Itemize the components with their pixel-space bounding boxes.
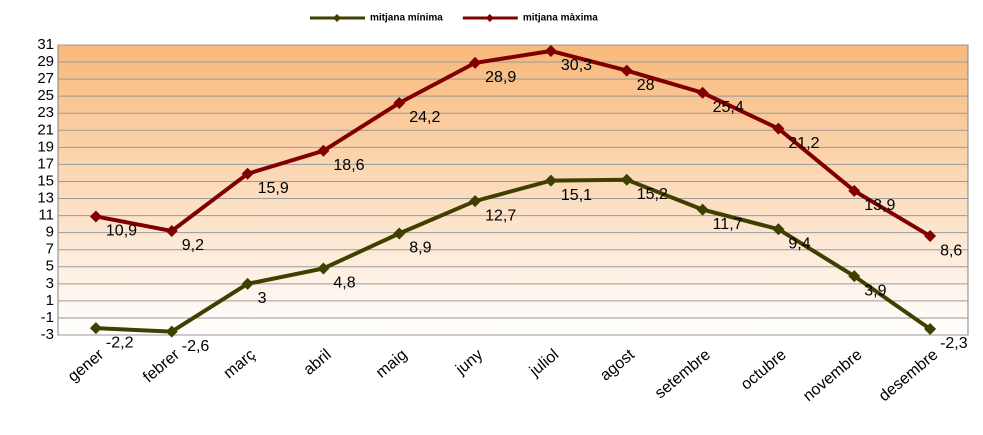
- data-label: 24,2: [409, 109, 440, 126]
- point-marker: [848, 270, 861, 283]
- y-tick-label: 3: [46, 275, 54, 292]
- point-marker: [469, 195, 482, 208]
- point-marker: [924, 323, 937, 336]
- data-label: 3,9: [864, 282, 886, 299]
- x-tick-label: gener: [65, 346, 108, 386]
- y-tick-label: 25: [37, 87, 54, 104]
- data-label: 25,4: [713, 99, 744, 116]
- point-marker: [165, 224, 178, 237]
- point-marker: [469, 56, 482, 69]
- x-tick-label: setembre: [652, 346, 714, 402]
- data-label: 30,3: [561, 57, 592, 74]
- legend-label: mitjana màxima: [523, 13, 598, 24]
- point-marker: [89, 322, 102, 335]
- legend-marker: [333, 14, 341, 22]
- y-tick-label: 7: [46, 241, 54, 258]
- data-label: 13,9: [864, 197, 895, 214]
- data-label: 3: [258, 290, 267, 307]
- data-label: 9,4: [788, 235, 810, 252]
- data-label: 28,9: [485, 69, 516, 86]
- data-label: 15,2: [637, 186, 668, 203]
- y-tick-label: -3: [41, 326, 54, 343]
- point-marker: [848, 184, 861, 197]
- data-label: 10,9: [106, 223, 137, 240]
- point-marker: [544, 44, 557, 57]
- point-marker: [620, 64, 633, 77]
- point-marker: [317, 144, 330, 157]
- y-tick-label: -1: [41, 309, 54, 326]
- point-marker: [924, 230, 937, 243]
- data-label: 15,9: [258, 180, 289, 197]
- point-marker: [620, 173, 633, 186]
- y-tick-label: 17: [37, 155, 54, 172]
- data-label: -2,3: [940, 335, 968, 352]
- data-label: 28: [637, 77, 655, 94]
- point-marker: [393, 227, 406, 240]
- data-label: 9,2: [182, 237, 204, 254]
- x-tick-label: juliol: [526, 346, 562, 380]
- legend-marker: [485, 14, 494, 22]
- y-tick-label: 21: [37, 121, 54, 138]
- x-tick-label: abril: [301, 346, 335, 378]
- x-tick-label: maig: [373, 346, 411, 381]
- y-tick-label: 15: [37, 172, 54, 189]
- y-tick-label: 27: [37, 70, 54, 87]
- y-tick-label: 13: [37, 189, 54, 206]
- x-tick-label: juny: [452, 346, 486, 379]
- x-tick-label: febrer: [140, 346, 183, 386]
- data-label: 18,6: [333, 157, 364, 174]
- legend-label: mitjana mínima: [370, 13, 443, 24]
- y-tick-label: 19: [37, 138, 54, 155]
- x-tick-label: octubre: [738, 346, 790, 393]
- point-marker: [89, 210, 102, 223]
- data-label: 21,2: [788, 135, 819, 152]
- point-marker: [544, 174, 557, 187]
- y-tick-label: 1: [46, 292, 54, 309]
- data-label: 11,7: [713, 216, 743, 233]
- point-marker: [393, 97, 406, 109]
- x-tick-label: novembre: [800, 346, 866, 405]
- point-marker: [241, 277, 254, 290]
- series-line: [95, 48, 932, 238]
- point-marker: [241, 167, 254, 180]
- x-tick-label: desembre: [876, 346, 942, 405]
- point-marker: [317, 262, 330, 275]
- data-label: 12,7: [485, 207, 516, 224]
- data-label: -2,6: [182, 338, 210, 355]
- y-tick-label: 9: [46, 224, 54, 241]
- y-tick-label: 31: [37, 36, 54, 53]
- y-tick-label: 23: [37, 104, 54, 121]
- data-label: 15,1: [561, 187, 592, 204]
- point-marker: [696, 203, 709, 216]
- point-marker: [165, 325, 178, 338]
- x-tick-label: agost: [597, 346, 638, 385]
- point-marker: [772, 122, 785, 135]
- data-label: -2,2: [106, 334, 134, 351]
- data-label: 8,6: [940, 242, 962, 259]
- y-tick-label: 29: [37, 53, 54, 70]
- y-tick-label: 5: [46, 258, 54, 275]
- data-label: 8,9: [409, 240, 431, 257]
- y-tick-label: 11: [38, 207, 54, 224]
- point-marker: [696, 86, 709, 99]
- series-line: [95, 177, 932, 334]
- x-tick-label: març: [221, 346, 259, 382]
- point-marker: [772, 223, 785, 236]
- data-label: 4,8: [333, 275, 355, 292]
